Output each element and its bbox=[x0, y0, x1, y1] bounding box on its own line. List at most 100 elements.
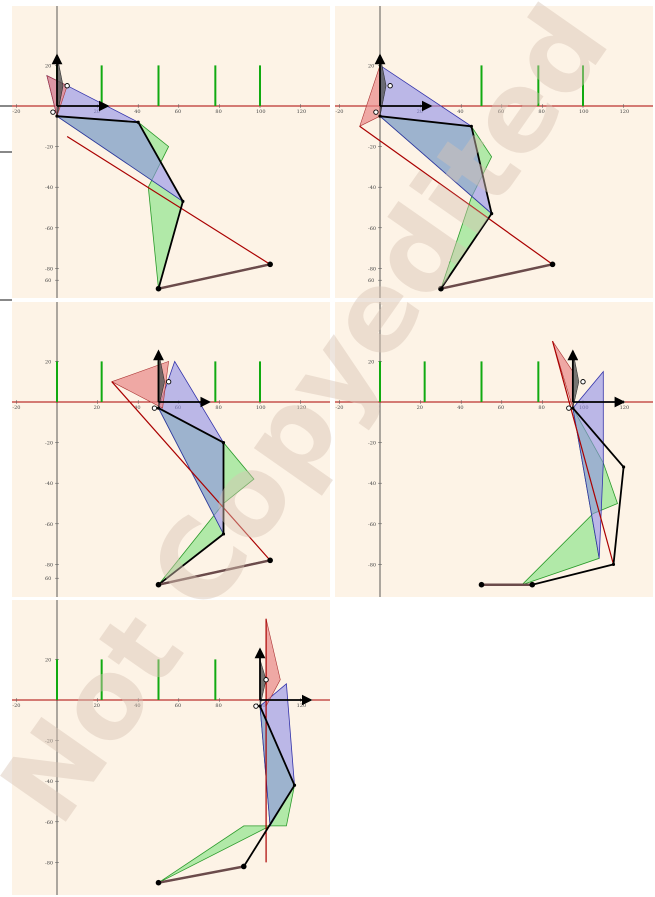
joint bbox=[622, 465, 626, 469]
divider-lines bbox=[0, 105, 12, 301]
joint bbox=[181, 199, 185, 204]
y-tick-label: 20 bbox=[45, 359, 51, 365]
y-tick-label: 20 bbox=[368, 63, 374, 69]
joint bbox=[55, 114, 59, 118]
ground-segment bbox=[158, 559, 271, 586]
y-tick-label: -80 bbox=[368, 562, 376, 568]
panel-background bbox=[12, 6, 330, 298]
red-link bbox=[111, 360, 169, 409]
foot-joint bbox=[478, 581, 485, 588]
x-tick-label: 120 bbox=[297, 405, 307, 411]
x-tick-label: -20 bbox=[12, 703, 20, 709]
pivot-circle bbox=[580, 379, 586, 385]
y-tick-label: -40 bbox=[368, 481, 376, 487]
x-tick-label: 80 bbox=[215, 109, 221, 115]
x-tick-label: -20 bbox=[12, 405, 20, 411]
y-tick-label: -40 bbox=[368, 185, 376, 191]
y-tick-label: 60 bbox=[368, 278, 374, 284]
y-tick-label: -80 bbox=[45, 266, 53, 272]
pivot-circle bbox=[373, 109, 379, 115]
ground-segment bbox=[440, 263, 553, 290]
joint bbox=[571, 406, 575, 410]
foot-joint bbox=[155, 581, 162, 588]
panel-3: -20 20 40 60 80 100 120 60 20 -20 -40 -60 -80 bbox=[12, 278, 330, 597]
x-tick-label: 40 bbox=[134, 405, 140, 411]
y-tick-label: -40 bbox=[45, 185, 53, 191]
foot-joint bbox=[529, 581, 536, 588]
x-tick-label: 20 bbox=[94, 703, 100, 709]
panel-5: -20204060801001206020-20-40-60-80 bbox=[12, 576, 330, 895]
pivot-circle bbox=[64, 83, 70, 89]
joint bbox=[221, 441, 226, 445]
pivot-circle bbox=[566, 405, 572, 411]
y-tick-label: 20 bbox=[368, 359, 374, 365]
x-tick-label: 120 bbox=[620, 109, 630, 115]
x-tick-label: 20 bbox=[417, 405, 423, 411]
foot-joint bbox=[549, 261, 556, 268]
joint bbox=[258, 704, 262, 708]
x-tick-label: 40 bbox=[134, 703, 140, 709]
joint bbox=[292, 783, 297, 787]
foot-joint bbox=[240, 863, 247, 870]
x-tick-label: -20 bbox=[12, 109, 20, 115]
panels-root: -20 20 40 60 80 100 120 60 20 -20 -40 -60 -80 -20 20 40… bbox=[12, 6, 653, 895]
joint bbox=[136, 120, 140, 124]
x-tick-label: 60 bbox=[498, 109, 504, 115]
x-tick-label: 20 bbox=[94, 405, 100, 411]
foot-joint bbox=[155, 285, 162, 292]
ground-segment bbox=[158, 263, 271, 290]
pivot-circle bbox=[253, 703, 259, 709]
y-tick-label: -20 bbox=[368, 441, 376, 447]
y-tick-label: -20 bbox=[45, 441, 53, 447]
y-tick-label: 60 bbox=[45, 278, 51, 284]
y-tick-label: -80 bbox=[45, 860, 53, 866]
joint bbox=[469, 124, 473, 128]
y-tick-label: -40 bbox=[45, 779, 53, 785]
x-tick-label: -20 bbox=[335, 109, 343, 115]
x-tick-label: -20 bbox=[335, 405, 343, 411]
y-tick-label: -60 bbox=[45, 820, 53, 826]
x-tick-label: 120 bbox=[620, 405, 630, 411]
x-tick-label: 40 bbox=[457, 405, 463, 411]
x-tick-label: 80 bbox=[538, 405, 544, 411]
x-tick-label: 60 bbox=[175, 703, 181, 709]
x-tick-label: 60 bbox=[175, 109, 181, 115]
y-tick-label: -60 bbox=[368, 226, 376, 232]
joint bbox=[156, 406, 161, 410]
y-tick-label: -20 bbox=[45, 739, 53, 745]
panel-2: -20204060801001206020-20-40-60-80 bbox=[335, 6, 653, 298]
y-tick-label: -80 bbox=[368, 266, 376, 272]
x-tick-label: 80 bbox=[215, 405, 221, 411]
foot-joint bbox=[267, 557, 273, 564]
joint bbox=[611, 562, 616, 567]
x-tick-label: 120 bbox=[297, 109, 307, 115]
pivot-circle bbox=[151, 405, 158, 411]
y-tick-label: -40 bbox=[45, 481, 53, 487]
y-tick-label: -60 bbox=[45, 226, 53, 232]
joint bbox=[490, 211, 494, 216]
x-tick-label: 80 bbox=[538, 109, 544, 115]
joint bbox=[221, 532, 226, 536]
y-tick-label: -80 bbox=[45, 562, 53, 568]
panel-1: -20204060801001206020-20-40-60-80 bbox=[12, 6, 330, 298]
coupler-line bbox=[66, 135, 271, 265]
y-tick-label: 20 bbox=[45, 63, 51, 69]
x-tick-label: 60 bbox=[498, 405, 504, 411]
y-tick-label: 20 bbox=[45, 657, 51, 663]
x-tick-label: 100 bbox=[579, 109, 589, 115]
coupler-line bbox=[111, 381, 271, 561]
x-tick-label: 40 bbox=[134, 109, 140, 115]
panel-background bbox=[12, 302, 330, 597]
x-tick-label: 80 bbox=[215, 703, 221, 709]
x-tick-label: 100 bbox=[256, 109, 266, 115]
pivot-circle bbox=[387, 83, 393, 89]
joint bbox=[378, 114, 382, 118]
y-tick-label: -20 bbox=[368, 145, 376, 151]
x-tick-label: 40 bbox=[457, 109, 463, 115]
x-tick-label: 100 bbox=[256, 405, 266, 411]
foot-joint bbox=[267, 261, 273, 268]
panel-4: -20204060801001206020-20-40-60-80 bbox=[335, 278, 653, 597]
x-tick-label: 120 bbox=[297, 703, 307, 709]
panel-background bbox=[335, 6, 653, 298]
